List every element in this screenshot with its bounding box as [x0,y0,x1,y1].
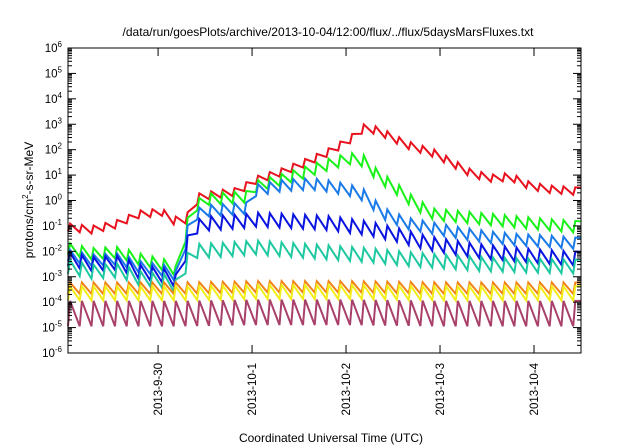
y-tick-label: 102 [45,142,63,157]
series-line-2 [67,150,582,278]
x-tick-label: 2013-10-1 [247,363,259,415]
y-tick-label: 10-4 [42,294,62,309]
x-tick-label: 2013-10-2 [341,363,353,415]
series-line-8 [67,299,581,327]
y-axis-title-sup: 2 [21,194,30,199]
y-tick-label: 10-3 [42,269,62,284]
y-tick-label: 10-6 [42,345,62,360]
series-layer [67,122,582,327]
y-tick-label: 10-5 [42,320,62,335]
x-tick-label: 2013-9-30 [153,363,165,415]
x-axis-title: Coordinated Universal Time (UTC) [239,431,423,445]
y-tick-label: 104 [45,91,63,106]
series-line-7 [67,282,581,303]
series-line-5 [67,237,582,295]
y-tick-label: 101 [45,167,63,182]
chart-title: /data/run/goesPlots/archive/2013-10-04/1… [123,25,535,39]
y-tick-label: 105 [45,65,63,80]
y-axis-title-rest: -s-sr-MeV [22,142,36,195]
y-axis-title: protons/cm2-s-sr-MeV [21,142,36,258]
y-tick-label: 10-1 [42,218,62,233]
y-axis-title-base: protons/cm [22,199,36,258]
y-tick-label: 103 [45,116,63,131]
y-tick-label: 100 [45,193,63,208]
x-tick-label: 2013-10-3 [435,363,447,415]
y-tick-label: 10-2 [42,243,62,258]
x-tick-label: 2013-10-4 [529,362,541,415]
y-tick-label: 106 [45,40,63,55]
series-line-1 [67,122,582,236]
axes-layer: 10-6 10-5 10-4 10-3 10-2 10-1 100 101 102 103 104 1… [42,40,581,415]
